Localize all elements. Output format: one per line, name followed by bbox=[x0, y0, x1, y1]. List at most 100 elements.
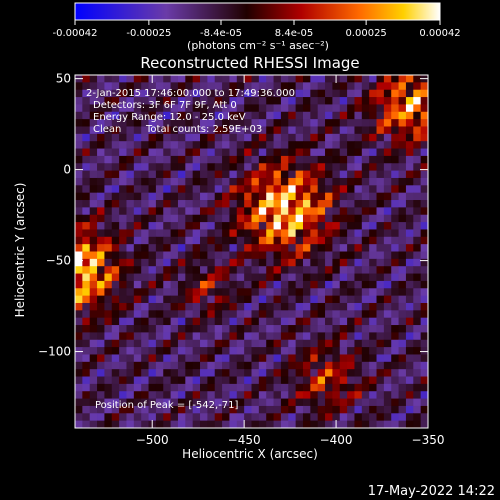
heatmap-cell bbox=[104, 97, 113, 105]
heatmap-cell bbox=[148, 155, 157, 164]
heatmap-cell bbox=[280, 288, 289, 297]
heatmap-cell bbox=[126, 251, 135, 260]
heatmap-cell bbox=[111, 244, 120, 252]
heatmap-cell bbox=[280, 163, 289, 171]
heatmap-cell bbox=[141, 420, 149, 429]
heatmap-cell bbox=[75, 141, 83, 149]
heatmap-cell bbox=[75, 361, 83, 370]
heatmap-cell bbox=[383, 200, 392, 208]
heatmap-cell bbox=[148, 89, 157, 98]
heatmap-cell bbox=[317, 111, 326, 120]
heatmap-cell bbox=[347, 192, 355, 201]
heatmap-cell bbox=[347, 229, 355, 238]
heatmap-cell bbox=[391, 413, 399, 422]
heatmap-cell bbox=[222, 310, 230, 319]
heatmap-cell bbox=[258, 170, 267, 179]
heatmap-cell bbox=[214, 325, 223, 333]
heatmap-cell bbox=[266, 383, 274, 392]
heatmap-cell bbox=[229, 302, 238, 311]
heatmap-cell bbox=[185, 163, 194, 171]
heatmap-cell bbox=[310, 369, 319, 377]
heatmap-cell bbox=[222, 354, 230, 363]
heatmap-cell bbox=[200, 325, 208, 333]
heatmap-cell bbox=[413, 163, 422, 171]
heatmap-cell bbox=[126, 185, 135, 194]
heatmap-cell bbox=[339, 332, 348, 341]
heatmap-cell bbox=[148, 119, 157, 127]
heatmap-cell bbox=[361, 317, 370, 326]
heatmap-cell bbox=[354, 126, 363, 135]
heatmap-cell bbox=[119, 258, 127, 267]
heatmap-cell bbox=[280, 302, 289, 311]
heatmap-cell bbox=[310, 82, 319, 91]
heatmap-cell bbox=[339, 141, 348, 149]
heatmap-cell bbox=[339, 295, 348, 304]
heatmap-cell bbox=[266, 163, 274, 171]
heatmap-cell bbox=[141, 214, 149, 223]
heatmap-cell bbox=[405, 361, 414, 370]
heatmap-cell bbox=[266, 420, 274, 429]
heatmap-cell bbox=[141, 141, 149, 149]
heatmap-cell bbox=[383, 155, 392, 164]
heatmap-cell bbox=[207, 288, 216, 297]
heatmap-cell bbox=[141, 405, 149, 414]
heatmap-cell bbox=[155, 200, 164, 208]
heatmap-cell bbox=[155, 266, 164, 274]
heatmap-cell bbox=[405, 244, 414, 252]
heatmap-cell bbox=[383, 104, 392, 113]
heatmap-cell bbox=[126, 302, 135, 311]
heatmap-cell bbox=[391, 148, 399, 157]
x-tick-label: −500 bbox=[136, 433, 169, 447]
heatmap-cell bbox=[273, 229, 282, 238]
heatmap-cell bbox=[222, 133, 230, 142]
heatmap-cell bbox=[89, 310, 98, 319]
heatmap-cell bbox=[111, 192, 120, 201]
heatmap-cell bbox=[75, 192, 83, 201]
heatmap-cell bbox=[177, 280, 186, 289]
heatmap-cell bbox=[192, 413, 201, 422]
heatmap-cell bbox=[302, 369, 311, 377]
heatmap-cell bbox=[339, 258, 348, 267]
heatmap-cell bbox=[295, 111, 304, 120]
heatmap-cell bbox=[75, 258, 83, 267]
heatmap-cell bbox=[244, 229, 252, 238]
heatmap-cell bbox=[133, 177, 142, 186]
heatmap-cell bbox=[258, 383, 267, 392]
heatmap-cell bbox=[339, 126, 348, 135]
heatmap-cell bbox=[236, 280, 245, 289]
heatmap-cell bbox=[155, 405, 164, 414]
heatmap-cell bbox=[280, 383, 289, 392]
heatmap-cell bbox=[185, 383, 194, 392]
heatmap-cell bbox=[295, 155, 304, 164]
heatmap-cell bbox=[222, 141, 230, 149]
heatmap-cell bbox=[354, 413, 363, 422]
heatmap-cell bbox=[383, 317, 392, 326]
heatmap-cell bbox=[420, 361, 429, 370]
heatmap-cell bbox=[177, 111, 186, 120]
heatmap-cell bbox=[214, 391, 223, 399]
heatmap-cell bbox=[236, 119, 245, 127]
heatmap-cell bbox=[126, 177, 135, 186]
heatmap-cell bbox=[207, 148, 216, 157]
heatmap-cell bbox=[82, 119, 91, 127]
heatmap-cell bbox=[75, 207, 83, 216]
heatmap-cell bbox=[420, 302, 429, 311]
heatmap-cell bbox=[302, 126, 311, 135]
heatmap-cell bbox=[148, 361, 157, 370]
heatmap-cell bbox=[273, 119, 282, 127]
heatmap-cell bbox=[148, 405, 157, 414]
heatmap-cell bbox=[325, 236, 333, 245]
heatmap-cell bbox=[229, 148, 238, 157]
heatmap-cell bbox=[141, 244, 149, 252]
heatmap-cell bbox=[177, 361, 186, 370]
heatmap-cell bbox=[82, 258, 91, 267]
heatmap-cell bbox=[119, 126, 127, 135]
heatmap-cell bbox=[200, 280, 208, 289]
heatmap-cell bbox=[383, 339, 392, 348]
heatmap-cell bbox=[354, 236, 363, 245]
heatmap-cell bbox=[244, 361, 252, 370]
heatmap-cell bbox=[361, 295, 370, 304]
heatmap-cell bbox=[405, 119, 414, 127]
heatmap-cell bbox=[89, 170, 98, 179]
heatmap-cell bbox=[339, 251, 348, 260]
